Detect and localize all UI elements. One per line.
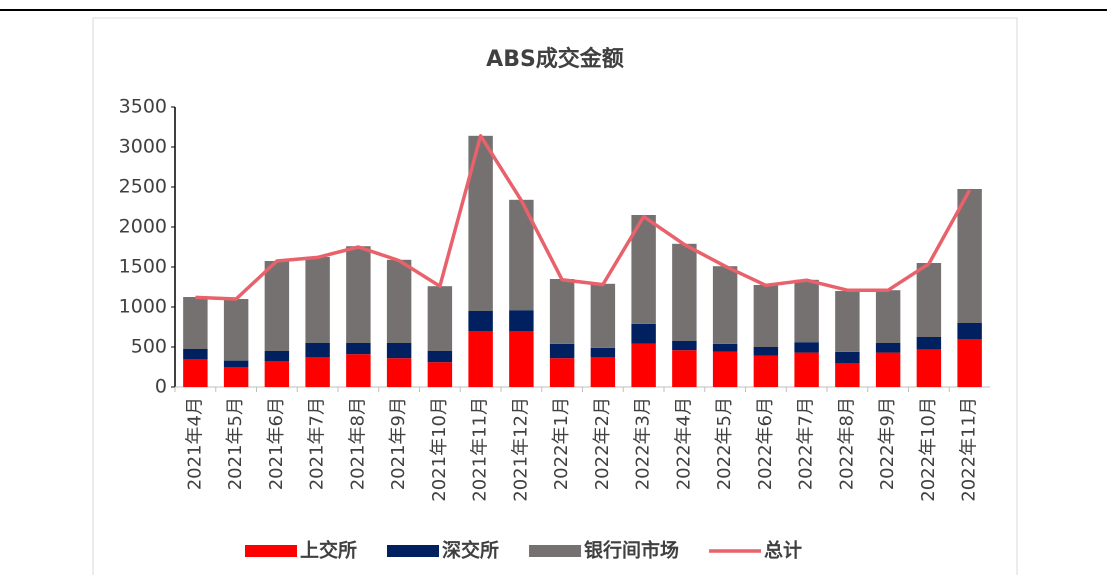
x-tick-label: 2022年8月 <box>836 397 857 490</box>
bar-segment <box>183 297 208 349</box>
x-tick-label: 2022年4月 <box>673 397 694 490</box>
bar-segment <box>590 283 616 348</box>
bar-segment <box>712 351 738 387</box>
y-tick-label: 2500 <box>119 176 167 198</box>
x-tick-label: 2022年2月 <box>592 397 613 490</box>
bar-segment <box>468 331 493 387</box>
bar-segment <box>794 279 819 343</box>
y-tick-label: 3500 <box>119 96 167 118</box>
x-tick-label: 2022年5月 <box>714 397 735 490</box>
bar-segment <box>590 357 616 387</box>
bar-segment <box>386 343 412 359</box>
bar-segment <box>468 311 493 331</box>
bar-segment <box>590 347 616 357</box>
bar-segment <box>549 343 575 359</box>
x-tick-label: 2022年3月 <box>633 397 654 490</box>
x-tick-label: 2022年9月 <box>877 397 898 490</box>
bar-segment <box>672 350 697 387</box>
x-tick-label: 2021年12月 <box>510 397 531 502</box>
bar-segment <box>835 363 860 387</box>
bar-segment <box>427 362 453 387</box>
x-tick-label: 2022年1月 <box>551 397 572 490</box>
bar-segment <box>223 299 249 361</box>
y-tick-label: 2000 <box>119 216 167 238</box>
x-tick-label: 2021年5月 <box>225 397 246 490</box>
bar-segment <box>672 341 697 351</box>
bar-segment <box>183 349 208 359</box>
bar-segment <box>631 323 656 344</box>
bar-segment <box>916 263 942 337</box>
x-tick-label: 2022年10月 <box>918 397 939 502</box>
x-tick-label: 2021年7月 <box>307 397 328 490</box>
x-tick-label: 2021年8月 <box>347 397 368 490</box>
bar-segment <box>835 351 860 363</box>
x-tick-label: 2021年10月 <box>429 397 450 502</box>
bar-segment <box>509 310 534 331</box>
bar-segment <box>875 352 901 387</box>
y-tick-label: 3000 <box>119 136 167 158</box>
y-tick-label: 0 <box>155 376 167 398</box>
total-line <box>195 134 972 301</box>
bar-segment <box>346 246 371 343</box>
bar-segment <box>794 342 819 353</box>
y-tick-label: 500 <box>131 336 167 358</box>
bar-segment <box>305 357 330 387</box>
x-tick-label: 2021年6月 <box>266 397 287 490</box>
bar-segment <box>794 352 819 387</box>
bar-segment <box>223 367 249 387</box>
x-tick-label: 2022年7月 <box>796 397 817 490</box>
bar-segment <box>264 261 290 351</box>
bar-segment <box>712 343 738 352</box>
bar-segment <box>916 337 942 350</box>
bar-segment <box>427 286 453 351</box>
bar-segment <box>305 343 330 357</box>
x-tick-label: 2021年9月 <box>388 397 409 490</box>
chart-title: ABS成交金额 <box>486 46 624 72</box>
x-tick-label: 2022年6月 <box>755 397 776 490</box>
bar-segment <box>305 257 330 343</box>
bar-segment <box>875 290 901 343</box>
bar-segment <box>264 361 290 387</box>
bar-segment <box>386 358 412 387</box>
bar-segment <box>631 343 656 387</box>
bar-segment <box>264 351 290 361</box>
legend-label: 银行间市场 <box>584 539 679 562</box>
bar-segment <box>183 359 208 387</box>
y-tick-label: 1500 <box>119 256 167 278</box>
bar-segment <box>753 285 779 347</box>
bar-segment <box>549 279 575 344</box>
bar-segment <box>386 259 412 343</box>
bar-segment <box>957 323 982 339</box>
bar-segment <box>672 243 697 341</box>
bar-segment <box>957 339 982 387</box>
bar-segment <box>509 331 534 387</box>
bar-segment <box>753 355 779 387</box>
y-tick-label: 1000 <box>119 296 167 318</box>
bar-segment <box>916 349 942 387</box>
bar-segment <box>427 351 453 363</box>
x-tick-label: 2021年11月 <box>470 397 491 502</box>
bar-segment <box>549 358 575 387</box>
bar-segment <box>223 360 249 367</box>
bar-segment <box>346 343 371 355</box>
bar-segment <box>835 291 860 352</box>
bar-segment <box>753 347 779 356</box>
x-tick-label: 2021年4月 <box>184 397 205 490</box>
bar-segment <box>346 354 371 387</box>
legend-swatch <box>529 545 582 557</box>
bar-segment <box>957 189 982 323</box>
legend-swatch <box>387 545 440 557</box>
legend-label: 总计 <box>764 539 802 562</box>
x-tick-label: 2022年11月 <box>959 397 980 502</box>
bar-segment <box>712 266 738 344</box>
legend-label: 深交所 <box>442 539 499 562</box>
bar-segment <box>875 343 901 353</box>
legend-swatch <box>245 545 297 557</box>
legend-label: 上交所 <box>300 539 357 562</box>
